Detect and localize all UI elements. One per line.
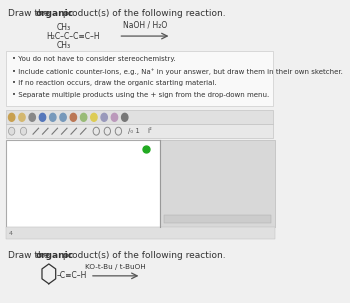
Circle shape — [20, 127, 27, 135]
Circle shape — [121, 113, 128, 121]
Text: product(s) of the following reaction.: product(s) of the following reaction. — [60, 9, 225, 18]
Bar — [164, 215, 271, 223]
Text: CH₃: CH₃ — [57, 41, 71, 50]
Text: Draw the: Draw the — [8, 9, 52, 18]
Circle shape — [29, 113, 35, 121]
Circle shape — [39, 113, 46, 121]
Text: • Separate multiple products using the + sign from the drop-down menu.: • Separate multiple products using the +… — [13, 92, 270, 98]
Text: –C≡C–H: –C≡C–H — [57, 271, 87, 280]
Text: KO-t-Bu / t-BuOH: KO-t-Bu / t-BuOH — [85, 264, 146, 270]
Text: /₀ 1: /₀ 1 — [128, 128, 140, 134]
Text: I²: I² — [148, 128, 153, 134]
Bar — [6, 51, 273, 106]
Circle shape — [111, 113, 118, 121]
Bar — [6, 227, 275, 239]
Circle shape — [80, 113, 87, 121]
Text: • If no reaction occurs, draw the organic starting material.: • If no reaction occurs, draw the organi… — [13, 80, 217, 86]
Text: H₂C–C–C≡C–H: H₂C–C–C≡C–H — [47, 32, 100, 41]
Text: • Include cationic counter-ions, e.g., Na⁺ in your answer, but draw them in thei: • Include cationic counter-ions, e.g., N… — [13, 68, 343, 75]
Circle shape — [70, 113, 77, 121]
Circle shape — [19, 113, 25, 121]
Circle shape — [60, 113, 66, 121]
Text: organic: organic — [35, 251, 74, 260]
Text: Draw the: Draw the — [8, 251, 52, 260]
Bar — [6, 124, 273, 138]
Bar — [160, 140, 275, 227]
Text: CH₃: CH₃ — [57, 23, 71, 32]
Circle shape — [8, 113, 15, 121]
Text: product(s) of the following reaction.: product(s) of the following reaction. — [60, 251, 225, 260]
Circle shape — [91, 113, 97, 121]
Circle shape — [50, 113, 56, 121]
Text: 4: 4 — [8, 231, 13, 236]
Circle shape — [101, 113, 107, 121]
Text: NaOH / H₂O: NaOH / H₂O — [123, 20, 167, 29]
Bar — [6, 110, 273, 124]
Circle shape — [8, 127, 15, 135]
Text: • You do not have to consider stereochemistry.: • You do not have to consider stereochem… — [13, 56, 176, 62]
Text: organic: organic — [35, 9, 74, 18]
Bar — [6, 140, 160, 227]
